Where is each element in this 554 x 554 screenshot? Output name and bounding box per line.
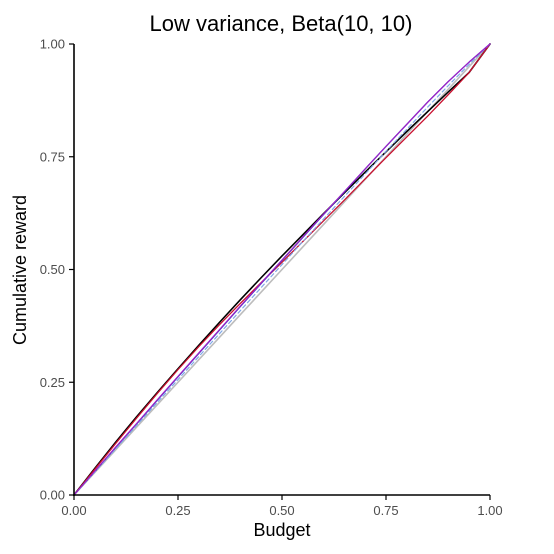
chart-title: Low variance, Beta(10, 10)	[150, 11, 413, 36]
x-tick-label: 0.75	[373, 503, 398, 518]
x-axis-ticks: 0.00 0.25 0.50 0.75 1.00	[61, 495, 503, 518]
y-axis-title: Cumulative reward	[10, 195, 30, 345]
x-tick-label: 1.00	[477, 503, 502, 518]
series-line-3	[73, 43, 491, 496]
y-tick-label: 0.50	[40, 262, 65, 277]
series-line-2	[73, 43, 491, 496]
series-layer	[73, 43, 491, 496]
series-line-6	[73, 43, 491, 496]
x-tick-label: 0.00	[61, 503, 86, 518]
x-tick-label: 0.50	[269, 503, 294, 518]
y-tick-label: 0.25	[40, 375, 65, 390]
y-tick-label: 0.75	[40, 149, 65, 164]
series-line-5	[73, 43, 491, 496]
x-axis-title: Budget	[253, 520, 310, 540]
y-tick-label: 1.00	[40, 37, 65, 52]
x-tick-label: 0.25	[165, 503, 190, 518]
y-axis-ticks: 0.00 0.25 0.50 0.75 1.00	[40, 37, 74, 503]
y-tick-label: 0.00	[40, 488, 65, 503]
